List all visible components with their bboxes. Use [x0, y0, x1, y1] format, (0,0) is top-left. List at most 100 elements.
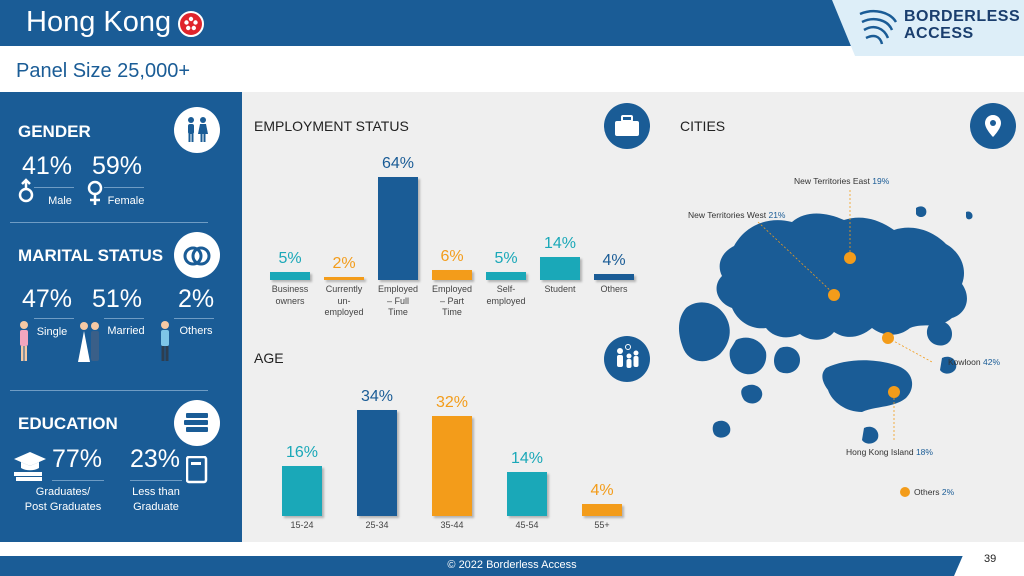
others-percent: 2%	[178, 285, 215, 313]
footer-bar	[0, 556, 1024, 576]
value-label-age-chart-0: 16%	[285, 444, 319, 462]
bar-emp-chart-3	[432, 270, 472, 280]
bar-emp-chart-0	[270, 271, 310, 280]
value-label-emp-chart-6: 4%	[602, 251, 626, 269]
category-label-emp-chart-0: Business owners	[271, 284, 309, 306]
category-label-emp-chart-2: Employed – Full Time	[377, 284, 419, 317]
married-label: Married	[107, 325, 145, 337]
female-label: Female	[107, 195, 145, 207]
wedding-rings-icon	[174, 232, 220, 278]
bar-age-chart-4	[582, 503, 622, 516]
single-person-icon	[17, 320, 31, 369]
location-pin-icon	[970, 103, 1016, 149]
bar-emp-chart-1	[324, 276, 364, 280]
age-chart: 16% 15-24 34% 25-34 32% 35-44 14% 45-54 4% 55+	[270, 382, 630, 532]
value-label-emp-chart-4: 5%	[494, 249, 518, 267]
book-icon	[185, 455, 208, 489]
logo-background	[832, 0, 1024, 56]
hong-kong-flag-icon	[178, 11, 204, 37]
value-label-emp-chart-5: 14%	[543, 235, 577, 253]
kowloon-marker	[882, 332, 894, 344]
single-percent: 47%	[22, 285, 73, 313]
panel-size: Panel Size 25,000+	[16, 60, 191, 82]
marital-heading: MARITAL STATUS	[18, 246, 164, 265]
category-label-emp-chart-5: Student	[544, 284, 576, 294]
bar-emp-chart-5	[540, 257, 580, 280]
employment-chart: 5% Business owners 2% Currently un-employed 64…	[258, 140, 638, 325]
less-than-graduate-label: Less than Graduate	[132, 486, 180, 513]
divider	[104, 318, 144, 319]
divider	[174, 318, 214, 319]
category-label-age-chart-2: 35-44	[440, 520, 464, 530]
gender-people-icon	[174, 107, 220, 153]
female-symbol-icon	[86, 180, 104, 211]
page-title: Hong Kong	[26, 6, 172, 38]
bar-emp-chart-2	[378, 177, 418, 280]
value-label-age-chart-2: 32%	[435, 394, 469, 412]
section-divider	[10, 390, 208, 391]
category-label-age-chart-4: 55+	[594, 520, 610, 530]
city-label-nt-east: New Territories East 19%	[794, 176, 890, 186]
value-label-age-chart-3: 14%	[510, 450, 544, 468]
category-label-age-chart-1: 25-34	[365, 520, 389, 530]
category-label-age-chart-3: 45-54	[515, 520, 539, 530]
value-label-age-chart-1: 34%	[360, 388, 394, 405]
value-label-emp-chart-2: 64%	[381, 155, 415, 172]
others-person-icon	[158, 320, 172, 369]
city-label-hk-island: Hong Kong Island 18%	[846, 447, 933, 457]
copyright-text: © 2022 Borderless Access	[447, 559, 577, 571]
value-label-emp-chart-1: 2%	[332, 254, 356, 272]
divider	[130, 480, 182, 481]
logo-text: BORDERLESS ACCESS	[904, 8, 1021, 42]
page-number: 39	[984, 553, 997, 565]
city-label-kowloon: Kowloon 42%	[948, 357, 1000, 367]
bar-age-chart-3	[507, 472, 547, 516]
male-percent: 41%	[22, 152, 73, 180]
category-label-emp-chart-6: Others	[600, 284, 628, 294]
bar-emp-chart-6	[594, 273, 634, 280]
demographics-panel	[0, 92, 242, 542]
hong-kong-island-marker	[888, 386, 900, 398]
less-than-graduate-percent: 23%	[130, 445, 181, 473]
family-icon	[604, 336, 650, 382]
bar-age-chart-1	[357, 410, 397, 516]
married-percent: 51%	[92, 285, 143, 313]
bar-emp-chart-4	[486, 271, 526, 280]
education-heading: EDUCATION	[18, 414, 118, 433]
city-label-others: Others 2%	[914, 487, 955, 497]
divider	[34, 187, 74, 188]
bar-age-chart-2	[432, 416, 472, 516]
new-territories-west-marker	[828, 289, 840, 301]
city-label-nt-west: New Territories West 21%	[688, 210, 786, 220]
divider	[104, 187, 144, 188]
female-percent: 59%	[92, 152, 143, 180]
section-divider	[10, 222, 208, 223]
graduates-label: Graduates/Post Graduates	[24, 486, 102, 513]
age-heading: AGE	[254, 350, 284, 366]
category-label-age-chart-0: 15-24	[290, 520, 314, 530]
value-label-emp-chart-3: 6%	[440, 248, 464, 266]
male-label: Male	[48, 195, 72, 207]
new-territories-east-marker	[844, 252, 856, 264]
hong-kong-map	[676, 190, 976, 455]
divider	[34, 318, 74, 319]
borderless-logo-icon	[856, 6, 900, 53]
male-symbol-icon	[18, 178, 36, 209]
divider	[52, 480, 104, 481]
married-couple-icon	[76, 320, 102, 369]
briefcase-icon	[604, 103, 650, 149]
page-number-box	[954, 547, 1024, 576]
graduates-percent: 77%	[52, 445, 103, 473]
value-label-age-chart-4: 4%	[590, 481, 614, 499]
gender-heading: GENDER	[18, 122, 91, 141]
others-label: Others	[179, 325, 213, 337]
category-label-emp-chart-1: Currently un-employed	[324, 284, 364, 317]
single-label: Single	[36, 326, 68, 338]
graduation-cap-icon	[12, 450, 48, 489]
category-label-emp-chart-3: Employed – Part Time	[431, 284, 473, 317]
employment-heading: EMPLOYMENT STATUS	[254, 118, 409, 134]
books-icon	[174, 400, 220, 446]
cities-heading: CITIES	[680, 118, 726, 134]
category-label-emp-chart-4: Self-employed	[486, 284, 526, 306]
value-label-emp-chart-0: 5%	[278, 249, 302, 267]
